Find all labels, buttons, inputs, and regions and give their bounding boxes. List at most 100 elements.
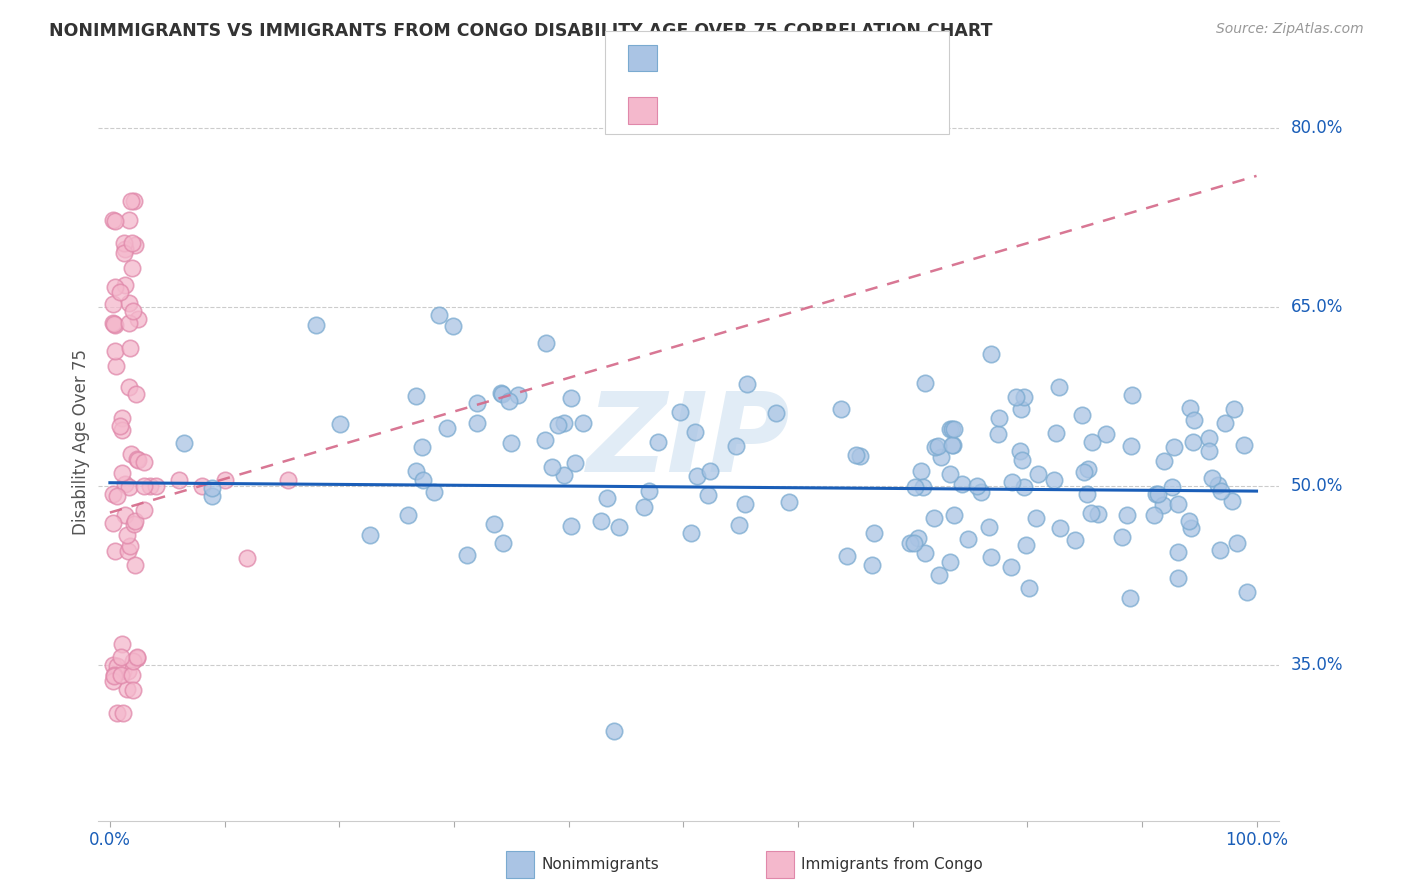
Point — [980, 549, 1002, 564]
Point — [277, 474, 299, 488]
Point — [127, 453, 149, 467]
Text: 147: 147 — [846, 49, 879, 67]
Point — [591, 514, 613, 528]
Point — [1222, 401, 1244, 416]
Point — [572, 416, 595, 430]
Point — [1087, 507, 1109, 521]
Point — [778, 495, 800, 509]
Point — [1025, 511, 1047, 525]
Point — [112, 245, 135, 260]
Text: Nonimmigrants: Nonimmigrants — [541, 857, 659, 871]
Point — [105, 489, 128, 503]
Point — [305, 318, 328, 332]
Point — [862, 525, 884, 540]
Point — [436, 420, 458, 434]
Point — [117, 665, 139, 679]
Point — [111, 410, 134, 425]
Point — [956, 532, 979, 546]
Point — [103, 668, 125, 682]
Point — [845, 448, 868, 462]
Point — [101, 673, 124, 688]
Point — [111, 664, 134, 678]
Point — [534, 433, 557, 447]
Point — [118, 540, 141, 554]
Point — [328, 417, 350, 431]
Text: R =: R = — [668, 49, 711, 67]
Point — [609, 520, 631, 534]
Point — [1010, 402, 1032, 417]
Point — [125, 650, 148, 665]
Point — [115, 528, 138, 542]
Point — [110, 667, 132, 681]
Point — [1000, 560, 1022, 574]
Point — [647, 434, 669, 449]
Point — [1121, 387, 1143, 401]
Point — [534, 336, 557, 351]
Point — [134, 455, 156, 469]
Point — [456, 548, 478, 562]
Point — [498, 394, 520, 409]
Point — [122, 303, 145, 318]
Point — [118, 213, 141, 227]
Point — [1011, 453, 1033, 467]
Point — [1026, 467, 1049, 481]
Point — [121, 261, 143, 276]
Point — [942, 508, 965, 522]
Point — [686, 469, 709, 483]
Point — [980, 347, 1002, 361]
Point — [681, 525, 703, 540]
Point — [104, 280, 127, 294]
Point — [139, 479, 162, 493]
Point — [121, 235, 143, 250]
Point — [1178, 514, 1201, 528]
Point — [103, 316, 125, 330]
Point — [1167, 497, 1189, 511]
Point — [103, 657, 125, 672]
Point — [1116, 508, 1139, 522]
Point — [112, 706, 135, 721]
Point — [927, 439, 949, 453]
Point — [1121, 439, 1143, 453]
Point — [499, 436, 522, 450]
Point — [941, 438, 963, 452]
Point — [1071, 408, 1094, 422]
Point — [1180, 521, 1202, 535]
Point — [1049, 521, 1071, 535]
Point — [942, 438, 965, 452]
Point — [1209, 484, 1232, 499]
Point — [423, 484, 446, 499]
Point — [903, 536, 925, 550]
Point — [110, 649, 132, 664]
Point — [939, 422, 962, 436]
Point — [145, 479, 167, 493]
Point — [117, 544, 139, 558]
Point — [942, 422, 965, 436]
Point — [111, 424, 134, 438]
Point — [904, 480, 927, 494]
Point — [114, 242, 136, 256]
Point — [907, 531, 929, 545]
Point — [124, 515, 146, 529]
Point — [122, 654, 145, 668]
Point — [835, 549, 858, 563]
Point — [1076, 486, 1098, 500]
Point — [941, 422, 963, 436]
Point — [105, 659, 128, 673]
Point — [1064, 533, 1087, 547]
Point — [669, 404, 692, 418]
Point — [104, 343, 127, 358]
Point — [121, 668, 143, 682]
Point — [111, 466, 134, 480]
Point — [699, 464, 721, 478]
Point — [101, 297, 124, 311]
Point — [134, 503, 156, 517]
Point — [1005, 390, 1028, 404]
Point — [201, 490, 224, 504]
Point — [1208, 542, 1230, 557]
Point — [120, 341, 142, 355]
Point — [465, 416, 488, 430]
Point — [1077, 461, 1099, 475]
Point — [236, 551, 259, 566]
Point — [929, 450, 952, 464]
Point — [405, 464, 427, 478]
